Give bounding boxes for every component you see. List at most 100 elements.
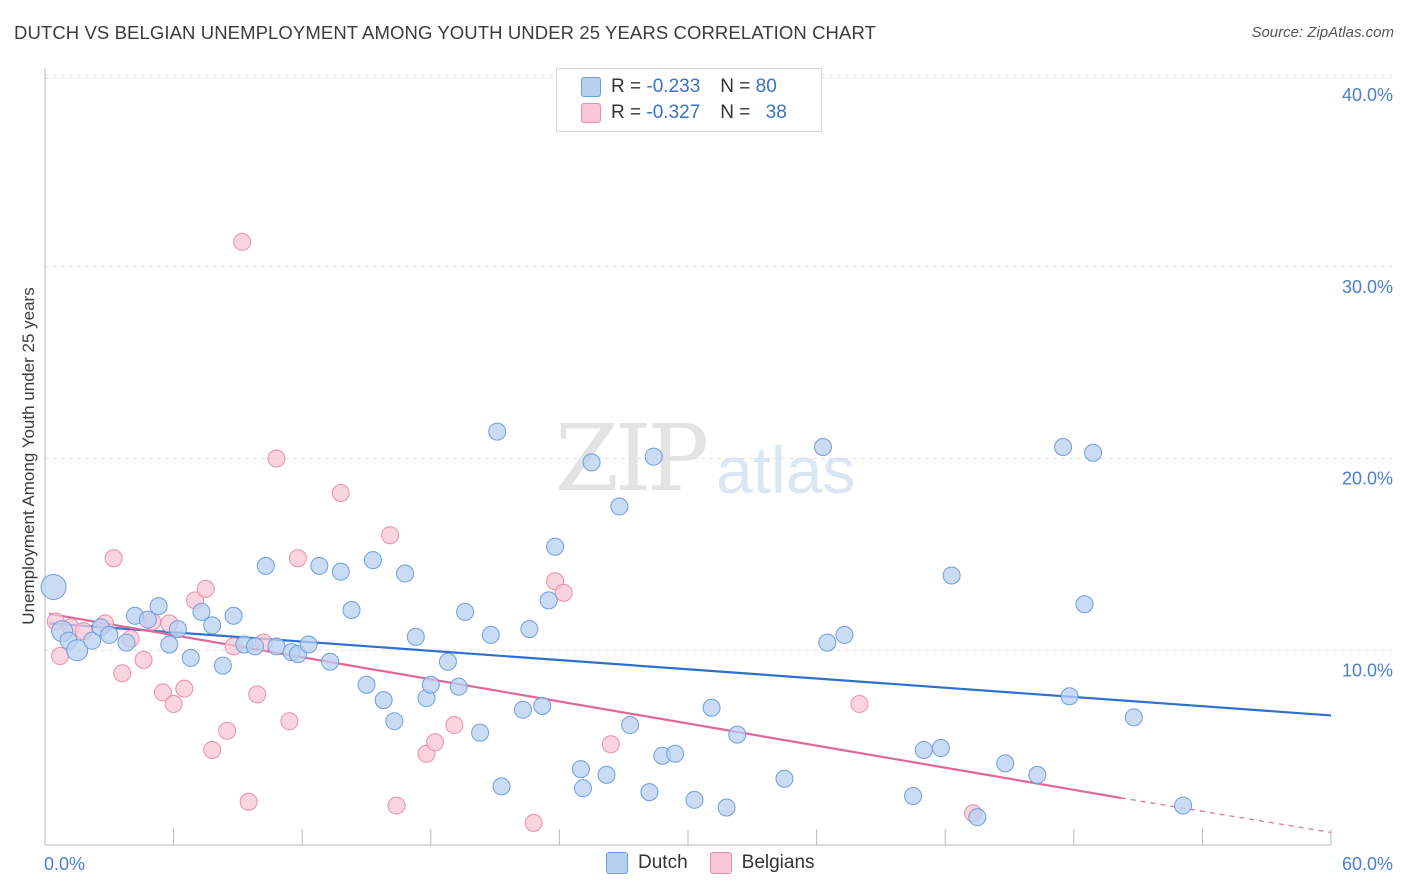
axes <box>44 68 1332 846</box>
dutch-point <box>363 551 382 570</box>
belgian-point <box>196 579 215 598</box>
belgian-point <box>524 813 543 832</box>
dutch-point <box>40 573 67 600</box>
belgian-point <box>331 484 350 503</box>
dutch-point <box>775 769 794 788</box>
dutch-point <box>968 808 987 827</box>
legend-dutch-r-label: R = <box>611 76 642 97</box>
legend-swatch-belgians <box>581 103 601 123</box>
belgian-point <box>218 721 237 740</box>
y-tick-label: 40.0% <box>1342 85 1393 105</box>
series-legend-belgians[interactable]: Belgians <box>709 852 815 874</box>
dutch-point <box>513 700 532 719</box>
dutch-point <box>267 637 286 656</box>
dutch-point <box>717 798 736 817</box>
dutch-point <box>1054 437 1073 456</box>
belgian-point <box>554 583 573 602</box>
belgian-point <box>153 683 172 702</box>
dutch-point <box>471 723 490 742</box>
dutch-point <box>1028 765 1047 784</box>
y-tick-label: 30.0% <box>1342 277 1393 297</box>
legend-dutch-n-value: 80 <box>755 76 777 97</box>
belgian-point <box>51 647 70 666</box>
dutch-point <box>539 591 558 610</box>
dutch-point <box>597 765 616 784</box>
dutch-point <box>374 691 393 710</box>
dutch-point <box>117 633 136 652</box>
dutch-point <box>385 712 404 731</box>
series-label-dutch: Dutch <box>638 852 688 873</box>
dutch-point <box>571 760 590 779</box>
belgian-point <box>387 796 406 815</box>
dutch-point <box>904 786 923 805</box>
series-legend: Dutch Belgians <box>606 852 837 874</box>
data-points <box>40 232 1193 832</box>
belgian-point <box>288 549 307 568</box>
series-legend-dutch[interactable]: Dutch <box>606 852 688 874</box>
dutch-point <box>299 635 318 654</box>
dutch-point <box>310 556 329 575</box>
belgian-point <box>164 694 183 713</box>
dutch-point <box>331 562 350 581</box>
dutch-point <box>573 779 592 798</box>
dutch-point <box>256 556 275 575</box>
belgian-point <box>239 792 258 811</box>
legend-belgians-n-label: N = <box>720 102 751 123</box>
dutch-point <box>66 639 89 662</box>
dutch-point <box>818 633 837 652</box>
dutch-point <box>83 631 102 650</box>
dutch-point <box>168 620 187 639</box>
legend-dutch-r-value: -0.233 <box>646 76 701 97</box>
dutch-point <box>449 677 468 696</box>
dutch-point <box>914 740 933 759</box>
dutch-point <box>621 716 640 735</box>
series-swatch-belgians <box>709 852 732 874</box>
dutch-point <box>396 564 415 583</box>
dutch-point <box>224 606 243 625</box>
belgian-point <box>267 449 286 468</box>
dutch-point <box>492 777 511 796</box>
dutch-point <box>160 635 179 654</box>
watermark-atlas: atlas <box>716 433 856 507</box>
dutch-point <box>640 783 659 802</box>
dutch-point <box>931 739 950 758</box>
dutch-point <box>1124 708 1143 727</box>
series-swatch-dutch <box>606 852 628 874</box>
grid-lines <box>45 74 1392 651</box>
belgian-point <box>426 733 445 752</box>
y-tick-label: 20.0% <box>1342 469 1393 489</box>
x-tick-label: 60.0% <box>1342 854 1393 874</box>
dutch-point <box>1060 687 1079 706</box>
dutch-point <box>321 652 340 671</box>
dutch-point <box>1084 443 1103 462</box>
dutch-point <box>728 725 747 744</box>
correlation-legend: R = -0.233 N = 80 R = -0.327 N = 38 <box>556 68 822 132</box>
dutch-point <box>357 675 376 694</box>
dutch-point <box>138 610 157 629</box>
dutch-point <box>942 566 961 585</box>
dutch-point <box>406 627 425 646</box>
belgian-point <box>850 694 869 713</box>
belgian-point <box>113 664 132 683</box>
dutch-point <box>181 648 200 667</box>
dutch-point <box>488 422 507 441</box>
dutch-point <box>203 616 222 635</box>
legend-belgians-n-value: 38 <box>765 102 787 123</box>
belgian-point <box>233 232 252 251</box>
dutch-point <box>213 656 232 675</box>
dutch-point <box>246 637 265 656</box>
x-tick-label: 0.0% <box>44 854 85 874</box>
dutch-point <box>533 696 552 715</box>
belgian-point <box>104 549 123 568</box>
chart-title: DUTCH VS BELGIAN UNEMPLOYMENT AMONG YOUT… <box>14 22 876 43</box>
belgian-point <box>203 740 222 759</box>
dutch-point <box>582 453 601 472</box>
belgian-point <box>601 735 620 754</box>
source-credit: Source: ZipAtlas.com <box>1251 24 1394 41</box>
dutch-point <box>1174 796 1193 815</box>
belgian-point <box>175 679 194 698</box>
y-tick-label: 10.0% <box>1342 660 1393 680</box>
dutch-point <box>149 597 168 616</box>
dutch-point <box>100 625 119 644</box>
dutch-point <box>1075 595 1094 614</box>
